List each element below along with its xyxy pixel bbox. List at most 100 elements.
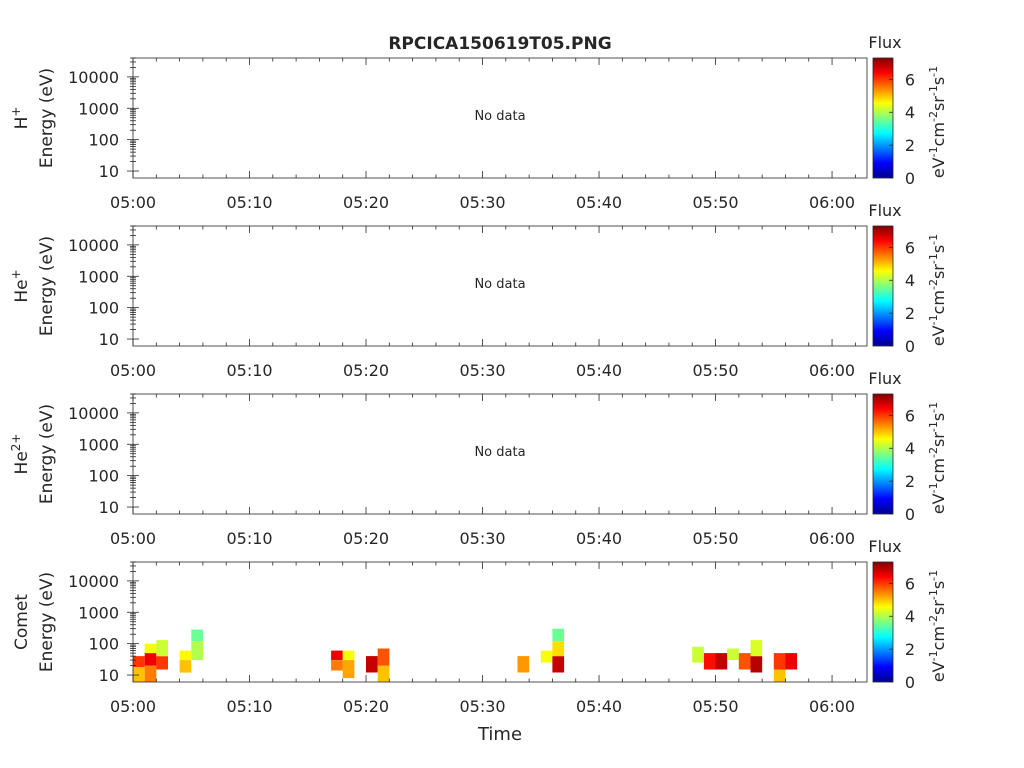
colorbar-tick-label: 6	[905, 574, 915, 593]
x-tick-label: 05:40	[576, 193, 622, 212]
flux-cell	[552, 656, 565, 673]
flux-cell	[366, 656, 378, 673]
colorbar-gradient	[872, 225, 894, 347]
flux-cell	[552, 641, 565, 657]
x-tick-label: 06:00	[809, 697, 855, 716]
colorbar-tick-label: 0	[905, 337, 915, 356]
x-tick-label: 05:20	[343, 697, 389, 716]
colorbar-tick-label: 2	[905, 304, 915, 323]
flux-cell	[727, 648, 739, 660]
colorbar-gradient	[872, 57, 894, 179]
colorbar-tick-label: 2	[905, 136, 915, 155]
x-tick-label: 05:20	[343, 529, 389, 548]
no-data-message: No data	[474, 109, 525, 124]
flux-cell	[703, 653, 716, 670]
panel-3: 05:00 05:10 05:20 05:30 05:40 05:50 06:00 10 100…	[9, 369, 948, 548]
flux-cell	[540, 650, 553, 663]
x-tick-label: 05:00	[110, 697, 156, 716]
y-axis-label: Energy (eV)	[37, 404, 57, 504]
flux-cell	[750, 656, 763, 673]
flux-cell	[342, 660, 355, 679]
flux-cell	[331, 660, 343, 671]
panel-2: 05:00 05:10 05:20 05:30 05:40 05:50 06:00 10 100…	[9, 201, 948, 380]
x-tick-label: 05:50	[692, 193, 738, 212]
x-tick-label: 05:00	[110, 361, 156, 380]
y-tick-label: 10000	[68, 404, 119, 423]
flux-cell	[144, 653, 157, 666]
x-tick-label: 05:30	[459, 697, 505, 716]
x-tick-label: 05:40	[576, 697, 622, 716]
y-axis-label: Energy (eV)	[37, 68, 57, 168]
y-tick-label: 10000	[68, 68, 119, 87]
x-tick-label: 06:00	[809, 529, 855, 548]
y-tick-label: 10	[99, 666, 119, 685]
heatmap-cells	[133, 628, 798, 682]
flux-cell	[156, 640, 168, 657]
x-tick-label: 05:50	[692, 697, 738, 716]
y-axis-label: Energy (eV)	[37, 236, 57, 336]
species-label: H+	[9, 107, 32, 130]
panel-4: 05:00 05:10 05:20 05:30 05:40 05:50 06:00 10 100…	[12, 537, 948, 716]
y-tick-label: 10000	[68, 572, 119, 591]
x-tick-label: 05:10	[226, 697, 272, 716]
colorbar-title: Flux	[868, 33, 901, 52]
flux-cell	[179, 650, 192, 660]
flux-cell	[377, 665, 390, 682]
flux-cell	[144, 665, 157, 682]
colorbar-tick-label: 4	[905, 439, 915, 458]
x-axis-label: Time	[477, 724, 522, 745]
colorbar-tick-label: 2	[905, 472, 915, 491]
x-tick-label: 05:40	[576, 361, 622, 380]
y-tick-label: 1000	[78, 603, 119, 622]
y-tick-label: 100	[88, 299, 119, 318]
no-data-message: No data	[474, 445, 525, 460]
colorbar-tick-label: 0	[905, 169, 915, 188]
flux-cell	[773, 669, 786, 682]
x-tick-label: 05:30	[459, 193, 505, 212]
colorbar-tick-label: 0	[905, 505, 915, 524]
x-tick-label: 05:00	[110, 529, 156, 548]
colorbar-gradient	[872, 393, 894, 515]
y-tick-label: 10000	[68, 236, 119, 255]
flux-cell	[715, 653, 728, 670]
y-tick-label: 10	[99, 330, 119, 349]
colorbar-unit-label: eV-1cm-2sr-1s-1	[927, 402, 948, 514]
colorbar-unit-label: eV-1cm-2sr-1s-1	[927, 234, 948, 346]
x-tick-label: 05:50	[692, 529, 738, 548]
x-tick-label: 05:50	[692, 361, 738, 380]
y-tick-label: 10	[99, 498, 119, 517]
x-tick-label: 05:00	[110, 193, 156, 212]
colorbar-tick-label: 6	[905, 406, 915, 425]
colorbar-tick-label: 4	[905, 271, 915, 290]
y-tick-label: 1000	[78, 267, 119, 286]
y-axis-label: Energy (eV)	[37, 572, 57, 672]
y-tick-label: 100	[88, 467, 119, 486]
x-tick-label: 06:00	[809, 193, 855, 212]
x-tick-label: 05:10	[226, 361, 272, 380]
species-label: Comet	[12, 594, 32, 650]
flux-cell	[785, 653, 798, 670]
species-label: He2+	[9, 434, 32, 475]
colorbar-unit-label: eV-1cm-2sr-1s-1	[927, 570, 948, 682]
flux-cell	[331, 650, 343, 660]
x-tick-label: 05:30	[459, 529, 505, 548]
flux-cell	[133, 667, 145, 682]
x-tick-label: 05:10	[226, 529, 272, 548]
colorbar-unit-label: eV-1cm-2sr-1s-1	[927, 66, 948, 178]
colorbar-title: Flux	[868, 201, 901, 220]
x-tick-label: 05:20	[343, 193, 389, 212]
y-tick-label: 10	[99, 162, 119, 181]
flux-cell	[179, 660, 192, 673]
colorbar-title: Flux	[868, 537, 901, 556]
flux-cell	[191, 629, 203, 642]
flux-cell	[692, 646, 704, 663]
flux-cell	[144, 643, 157, 654]
x-tick-label: 05:20	[343, 361, 389, 380]
flux-cell	[517, 656, 530, 673]
colorbar-tick-label: 6	[905, 70, 915, 89]
